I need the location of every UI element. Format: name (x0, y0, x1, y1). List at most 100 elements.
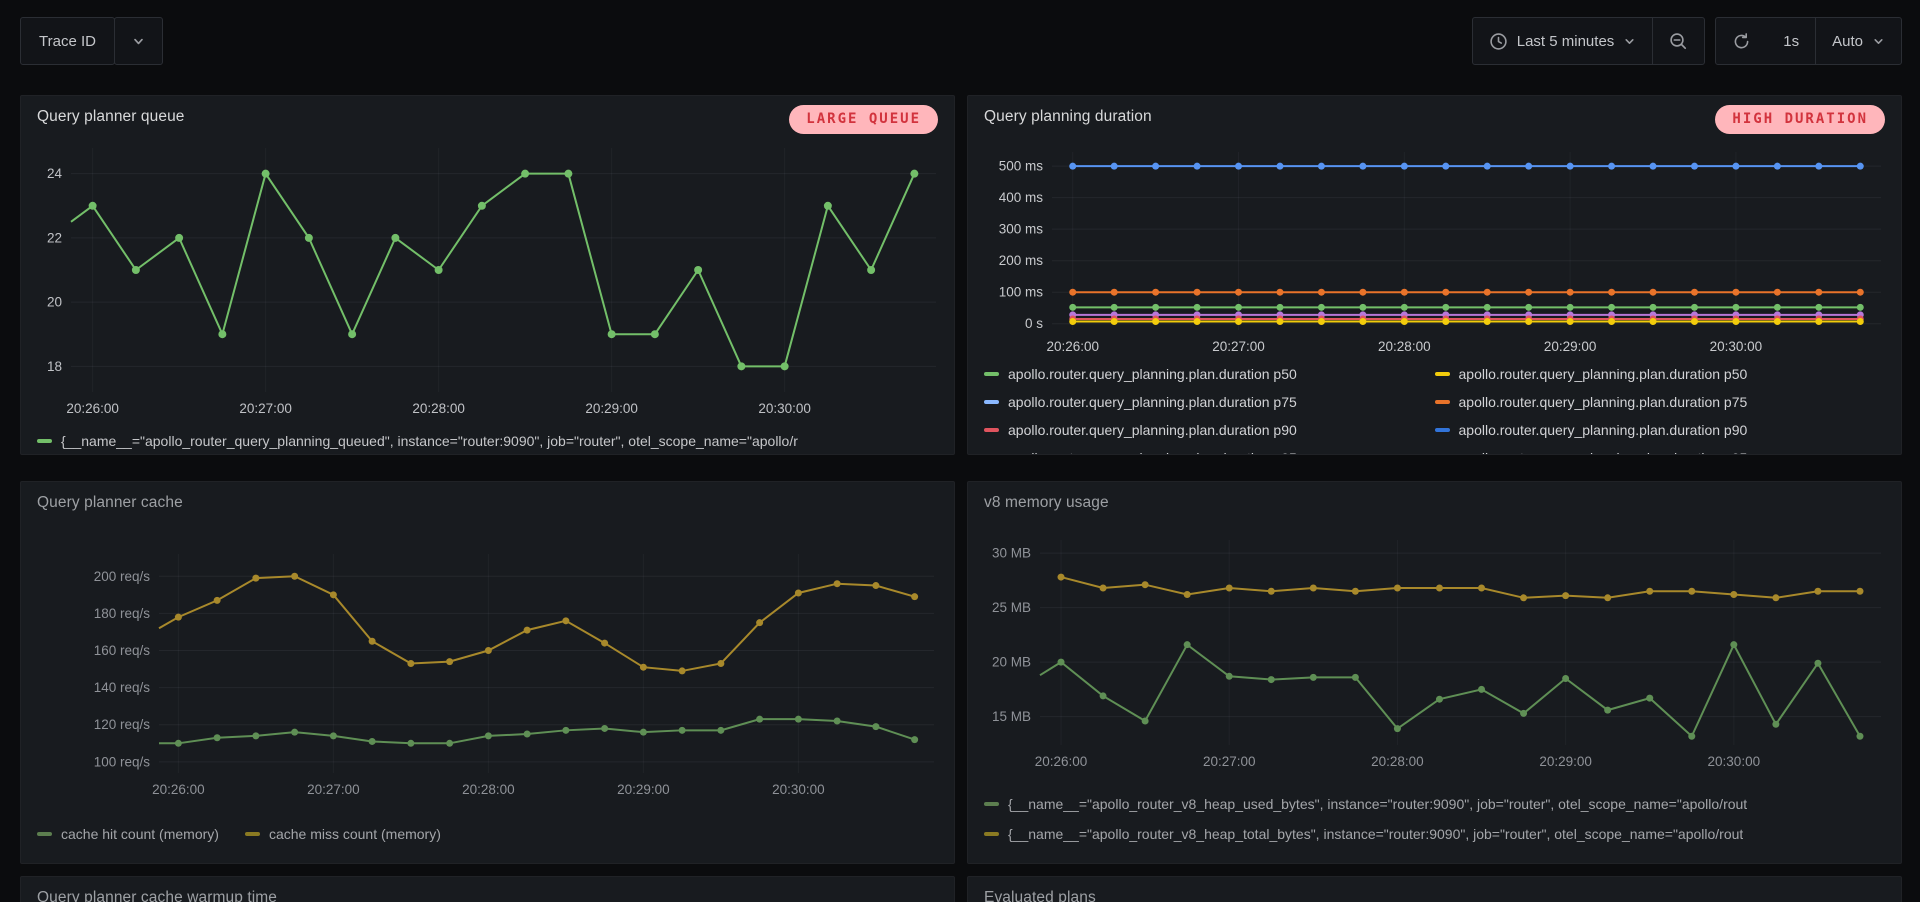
data-point (1235, 317, 1243, 325)
cache-chart[interactable]: 100 req/s 120 req/s 140 req/s 160 req/s 180 … (27, 524, 948, 819)
legend-item[interactable]: {__name__="apollo_router_query_planning_… (37, 433, 798, 449)
x-tick-label: 20:28:00 (412, 401, 465, 416)
legend-item[interactable]: cache hit count (memory) (37, 826, 219, 842)
data-point (213, 734, 221, 742)
data-point (1442, 162, 1450, 170)
refresh-interval[interactable]: 1s (1767, 18, 1815, 64)
duration-chart[interactable]: 0 s 100 ms 200 ms 300 ms 400 ms 500 ms 20:26:0… (974, 138, 1895, 360)
clock-icon (1489, 32, 1508, 51)
legend-item[interactable]: apollo.router.query_planning.plan.durati… (1435, 444, 1886, 454)
time-range-picker[interactable]: Last 5 minutes (1473, 18, 1653, 64)
data-point (607, 330, 616, 339)
refresh-button[interactable] (1716, 18, 1767, 64)
data-point (1110, 317, 1118, 325)
legend-swatch (37, 831, 52, 837)
legend-item[interactable]: apollo.router.query_planning.plan.durati… (1434, 360, 1886, 388)
auto-dropdown[interactable]: Auto (1816, 18, 1901, 64)
data-point (348, 330, 357, 339)
legend-swatch (1434, 399, 1450, 405)
legend-item[interactable]: apollo.router.query_planning.plan.durati… (984, 388, 1435, 416)
data-point (1069, 303, 1077, 311)
data-point (911, 593, 919, 601)
legend-swatch (984, 371, 999, 377)
data-point (329, 591, 337, 599)
data-point (1856, 732, 1864, 740)
queue-legend: {__name__="apollo_router_query_planning_… (21, 426, 954, 454)
data-point (1562, 592, 1570, 600)
y-tick-label: 0 s (1025, 316, 1043, 331)
y-tick-label: 400 ms (999, 190, 1044, 205)
data-point (523, 626, 531, 634)
series-line (158, 575, 915, 672)
legend-item[interactable]: apollo.router.query_planning.plan.durati… (1434, 416, 1886, 444)
data-point (1400, 288, 1408, 296)
legend-item[interactable]: cache miss count (memory) (244, 826, 441, 842)
data-point (1193, 288, 1201, 296)
data-point (1183, 591, 1191, 599)
data-point (1604, 594, 1612, 602)
data-point (252, 574, 260, 582)
data-point (1141, 717, 1149, 725)
data-point (1152, 288, 1160, 296)
queue-chart[interactable]: 18 20 22 24 20:26:00 20:27:00 20:28:00 20:29:00… (27, 138, 948, 426)
legend-item[interactable]: apollo.router.query_planning.plan.durati… (1434, 388, 1886, 416)
x-tick-label: 20:26:00 (1046, 339, 1099, 354)
chevron-down-icon (131, 34, 146, 49)
panel-evaluated-plans: Evaluated plans (967, 876, 1902, 902)
data-point (1442, 288, 1450, 296)
data-point (1773, 162, 1781, 170)
data-point (1099, 692, 1107, 700)
y-tick-label: 18 (47, 359, 62, 374)
data-point (1730, 641, 1738, 649)
data-point (1317, 303, 1325, 311)
data-point (1815, 162, 1823, 170)
data-point (434, 266, 443, 274)
data-point (717, 726, 725, 734)
v8-memory-chart[interactable]: 15 MB 20 MB 25 MB 30 MB 20:26:00 20:27:00 20:2… (974, 524, 1895, 789)
data-point (1525, 317, 1533, 325)
legend-swatch (1434, 427, 1450, 433)
data-point (1057, 573, 1065, 581)
data-point (304, 233, 313, 242)
data-point (523, 730, 531, 738)
data-point (823, 201, 832, 210)
y-tick-label: 30 MB (992, 546, 1031, 561)
data-point (1562, 674, 1570, 682)
data-point (1566, 162, 1574, 170)
chevron-down-icon (1623, 35, 1636, 48)
legend-swatch (244, 831, 260, 837)
panel-title: Query planner cache warmup time (37, 889, 278, 902)
x-tick-label: 20:28:00 (462, 782, 515, 797)
data-point (737, 362, 746, 371)
data-point (1604, 706, 1612, 714)
data-point (1649, 317, 1657, 325)
legend-item[interactable]: {__name__="apollo_router_v8_heap_total_b… (984, 819, 1885, 849)
data-point (1814, 659, 1822, 667)
data-point (407, 739, 415, 747)
legend-swatch (984, 831, 999, 837)
legend-item[interactable]: apollo.router.query_planning.plan.durati… (984, 416, 1435, 444)
trace-id-button[interactable]: Trace ID (20, 17, 115, 65)
legend-item[interactable]: apollo.router.query_planning.plan.durati… (984, 360, 1435, 388)
y-tick-label: 22 (47, 230, 62, 245)
chart-canvas: 0 s 100 ms 200 ms 300 ms 400 ms 500 ms 20:26:0… (999, 152, 1881, 354)
data-point (1152, 317, 1160, 325)
data-point (1235, 303, 1243, 311)
zoom-out-button[interactable] (1653, 18, 1704, 64)
legend-item[interactable]: {__name__="apollo_router_v8_heap_used_by… (984, 789, 1885, 819)
legend-label: apollo.router.query_planning.plan.durati… (1458, 366, 1748, 382)
data-point (1525, 162, 1533, 170)
data-point (1646, 587, 1654, 595)
data-point (1730, 591, 1738, 599)
data-point (1351, 673, 1359, 681)
data-point (1520, 709, 1528, 717)
data-point (1317, 162, 1325, 170)
trace-id-dropdown[interactable] (113, 17, 163, 65)
data-point (1732, 303, 1740, 311)
panel-title: Evaluated plans (984, 889, 1096, 902)
data-point (1732, 288, 1740, 296)
data-point (407, 660, 415, 667)
legend-label: apollo.router.query_planning.plan.durati… (1459, 450, 1748, 454)
data-point (1193, 303, 1201, 311)
legend-item[interactable]: apollo.router.query_planning.plan.durati… (984, 444, 1435, 454)
